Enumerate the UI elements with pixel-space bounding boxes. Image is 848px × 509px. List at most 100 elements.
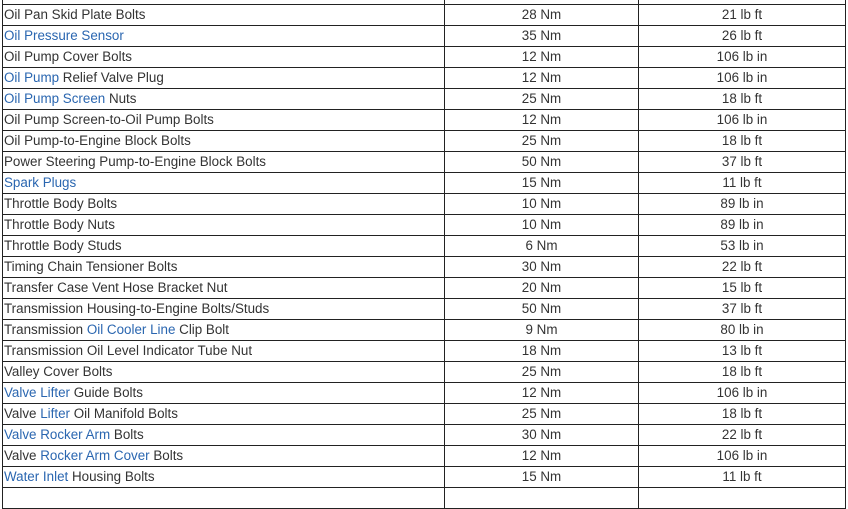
component-cell: Spark Plugs (2, 172, 445, 194)
metric-torque-cell: 10 Nm (444, 193, 639, 215)
component-link[interactable]: Rocker Arm Cover (40, 448, 150, 463)
metric-torque-cell: 20 Nm (444, 277, 639, 299)
component-cell: Valve Lifter Guide Bolts (2, 382, 445, 404)
metric-torque-cell: 25 Nm (444, 88, 639, 110)
table-row: Throttle Body Bolts 10 Nm 89 lb in (2, 193, 846, 215)
component-cell: Valve Rocker Arm Bolts (2, 424, 445, 446)
component-text: Valve (4, 448, 41, 463)
component-cell: Transmission Housing-to-Engine Bolts/Stu… (2, 298, 445, 320)
metric-torque-cell: 12 Nm (444, 109, 639, 131)
component-text: Throttle Body Nuts (4, 217, 115, 232)
component-cell: Oil Pan Skid Plate Bolts (2, 4, 445, 26)
component-cell: Transfer Case Vent Hose Bracket Nut (2, 277, 445, 299)
component-cell: Oil Pump Cover Bolts (2, 46, 445, 68)
metric-torque-cell: 6 Nm (444, 235, 639, 257)
component-cell: Valve Rocker Arm Cover Bolts (2, 445, 445, 467)
component-link[interactable]: Oil Pump Screen (4, 91, 106, 106)
metric-torque-cell: 50 Nm (444, 151, 639, 173)
component-cell: Valve Lifter Oil Manifold Bolts (2, 403, 445, 425)
metric-torque-cell: 30 Nm (444, 256, 639, 278)
imperial-torque-cell: 89 lb in (638, 193, 846, 215)
metric-torque-cell: 12 Nm (444, 67, 639, 89)
component-link[interactable]: Valve Lifter (4, 385, 70, 400)
component-text: Oil Manifold Bolts (70, 406, 178, 421)
imperial-torque-cell: 11 lb ft (638, 172, 846, 194)
table-row: Oil Pressure Sensor 35 Nm 26 lb ft (2, 25, 846, 47)
metric-torque-cell: 25 Nm (444, 130, 639, 152)
component-text: Throttle Body Bolts (4, 196, 118, 211)
component-text: Housing Bolts (68, 469, 155, 484)
table-row: Oil Pump Screen-to-Oil Pump Bolts 12 Nm 10… (2, 109, 846, 131)
component-cell: Valley Cover Bolts (2, 361, 445, 383)
imperial-torque-cell: 18 lb ft (638, 403, 846, 425)
metric-torque-cell: 25 Nm (444, 403, 639, 425)
component-text: Timing Chain Tensioner Bolts (4, 259, 178, 274)
component-link[interactable]: Oil Cooler Line (86, 322, 176, 337)
component-text: Transmission Housing-to-Engine Bolts/Stu… (4, 301, 270, 316)
component-text: Clip Bolt (175, 322, 230, 337)
component-cell: Transmission Oil Level Indicator Tube Nu… (2, 340, 445, 362)
table-row: Valve Lifter Guide Bolts 12 Nm 106 lb in (2, 382, 846, 404)
imperial-torque-cell: 26 lb ft (638, 25, 846, 47)
imperial-torque-cell: 106 lb in (638, 67, 846, 89)
component-text: Relief Valve Plug (59, 70, 164, 85)
component-text: Valve (4, 406, 41, 421)
component-text: Transmission Oil Level Indicator Tube Nu… (4, 343, 253, 358)
component-cell: Oil Pump Screen Nuts (2, 88, 445, 110)
table-row: Throttle Body Nuts 10 Nm 89 lb in (2, 214, 846, 236)
table-row: Valley Cover Bolts 25 Nm 18 lb ft (2, 361, 846, 383)
metric-torque-cell: 12 Nm (444, 46, 639, 68)
metric-torque-cell: 25 Nm (444, 361, 639, 383)
table-row: Water Inlet Housing Bolts 15 Nm 11 lb ft (2, 466, 846, 488)
table-row: Valve Lifter Oil Manifold Bolts 25 Nm 18 l… (2, 403, 846, 425)
component-text: Oil Pan Skid Plate Bolts (4, 7, 146, 22)
component-link[interactable]: Lifter (40, 406, 71, 421)
imperial-torque-cell: 13 lb ft (638, 340, 846, 362)
component-text: Transfer Case Vent Hose Bracket Nut (4, 280, 228, 295)
component-cell (2, 487, 445, 509)
component-link[interactable]: Oil Pressure Sensor (4, 28, 124, 43)
component-cell: Throttle Body Nuts (2, 214, 445, 236)
table-row: Oil Pump-to-Engine Block Bolts 25 Nm 18 lb… (2, 130, 846, 152)
imperial-torque-cell: 37 lb ft (638, 151, 846, 173)
imperial-torque-cell (638, 487, 846, 509)
metric-torque-cell: 50 Nm (444, 298, 639, 320)
imperial-torque-cell: 18 lb ft (638, 130, 846, 152)
component-link[interactable]: Spark Plugs (4, 175, 77, 190)
component-link[interactable]: Oil Pump (4, 70, 60, 85)
component-cell: Power Steering Pump-to-Engine Block Bolt… (2, 151, 445, 173)
table-row: Oil Pan Skid Plate Bolts 28 Nm 21 lb ft (2, 4, 846, 26)
component-link[interactable]: Valve Rocker Arm (4, 427, 111, 442)
table-row: Throttle Body Studs 6 Nm 53 lb in (2, 235, 846, 257)
metric-torque-cell (444, 487, 639, 509)
table-row: Transmission Oil Cooler Line Clip Bolt 9 … (2, 319, 846, 341)
table-row (2, 487, 846, 509)
imperial-torque-cell: 106 lb in (638, 46, 846, 68)
imperial-torque-cell: 106 lb in (638, 382, 846, 404)
imperial-torque-cell: 106 lb in (638, 445, 846, 467)
component-link[interactable]: Water Inlet (4, 469, 69, 484)
metric-torque-cell: 28 Nm (444, 4, 639, 26)
component-cell: Oil Pump Relief Valve Plug (2, 67, 445, 89)
imperial-torque-cell: 18 lb ft (638, 88, 846, 110)
imperial-torque-cell: 37 lb ft (638, 298, 846, 320)
component-cell: Water Inlet Housing Bolts (2, 466, 445, 488)
imperial-torque-cell: 15 lb ft (638, 277, 846, 299)
component-text: Throttle Body Studs (4, 238, 122, 253)
metric-torque-cell: 15 Nm (444, 172, 639, 194)
metric-torque-cell: 15 Nm (444, 466, 639, 488)
metric-torque-cell: 10 Nm (444, 214, 639, 236)
table-row: Power Steering Pump-to-Engine Block Bolt… (2, 151, 846, 173)
imperial-torque-cell: 89 lb in (638, 214, 846, 236)
component-text: Valley Cover Bolts (4, 364, 113, 379)
component-text: Power Steering Pump-to-Engine Block Bolt… (4, 154, 266, 169)
metric-torque-cell: 12 Nm (444, 445, 639, 467)
component-cell: Oil Pump-to-Engine Block Bolts (2, 130, 445, 152)
table-row: Transmission Housing-to-Engine Bolts/Stu… (2, 298, 846, 320)
table-row: Valve Rocker Arm Cover Bolts 12 Nm 106 lb … (2, 445, 846, 467)
metric-torque-cell: 18 Nm (444, 340, 639, 362)
table-row: Valve Rocker Arm Bolts 30 Nm 22 lb ft (2, 424, 846, 446)
table-row: Oil Pump Relief Valve Plug 12 Nm 106 lb in (2, 67, 846, 89)
